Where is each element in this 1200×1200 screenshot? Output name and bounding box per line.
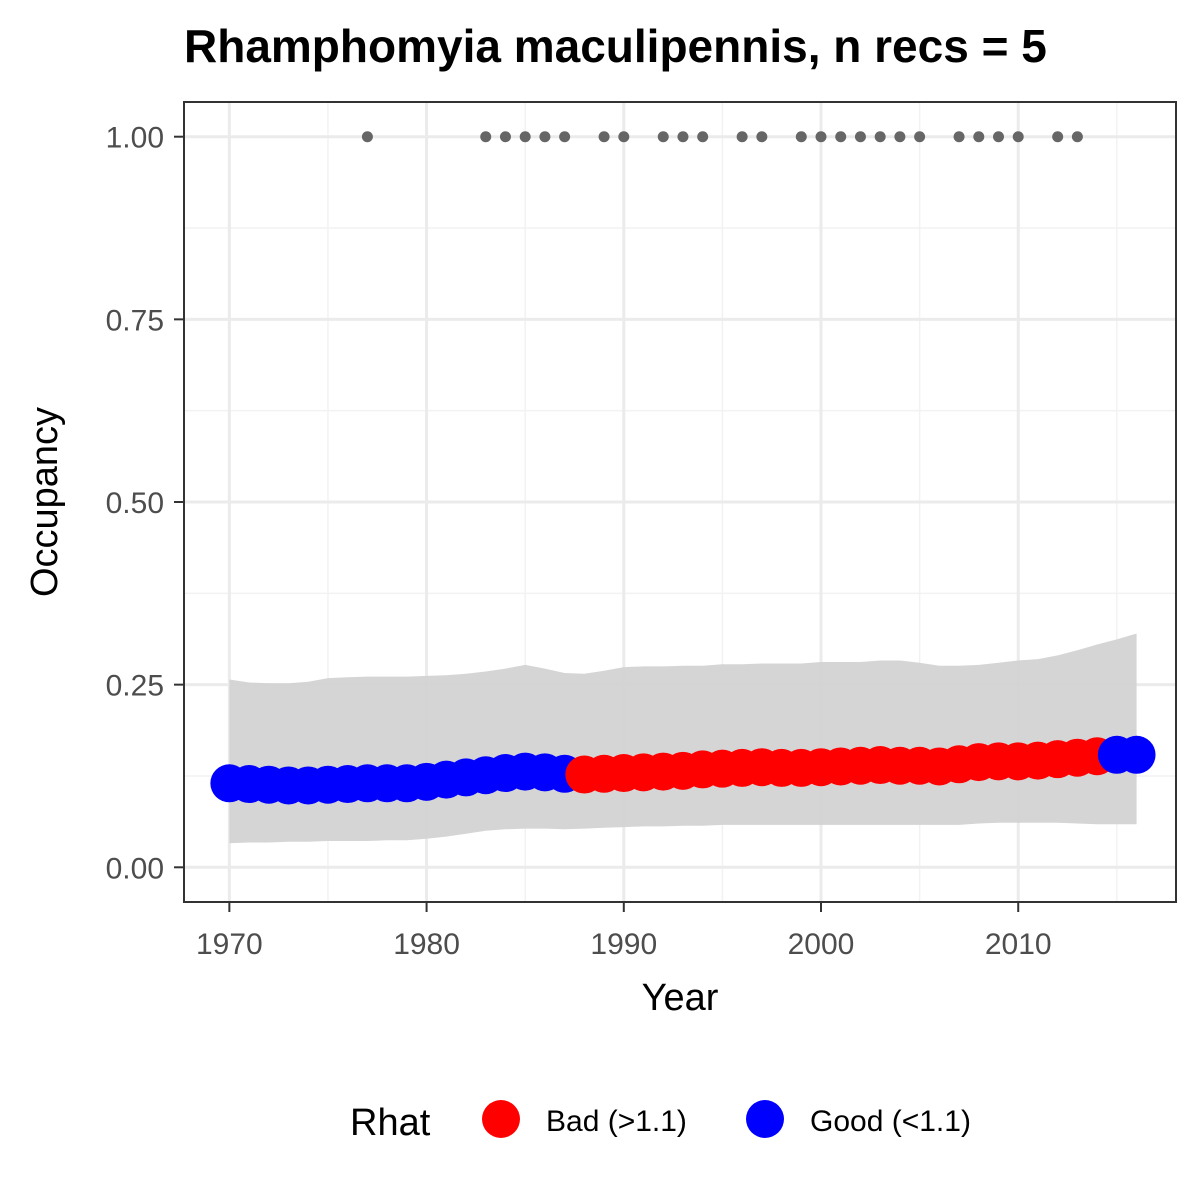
record-point <box>618 131 630 143</box>
record-point <box>519 131 531 143</box>
legend-label-good: Good (<1.1) <box>810 1105 971 1138</box>
record-point <box>480 131 492 143</box>
record-point <box>894 131 906 143</box>
x-tick-label: 1980 <box>393 928 460 961</box>
legend: Rhat Bad (>1.1) Good (<1.1) <box>350 1100 971 1144</box>
y-axis: 0.00 0.25 0.50 0.75 1.00 <box>106 122 184 885</box>
record-point <box>993 131 1005 143</box>
record-point <box>539 131 551 143</box>
occupancy-points <box>210 735 1156 805</box>
y-tick-label: 0.00 <box>106 852 164 885</box>
x-tick-label: 1990 <box>590 928 657 961</box>
record-point <box>559 131 571 143</box>
chart-title: Rhamphomyia maculipennis, n recs = 5 <box>184 20 1047 72</box>
y-tick-label: 0.25 <box>106 670 164 703</box>
record-point <box>854 131 866 143</box>
x-tick-label: 2010 <box>985 928 1052 961</box>
record-point <box>756 131 768 143</box>
record-points <box>361 131 1083 143</box>
x-axis: 1970 1980 1990 2000 2010 <box>196 902 1052 961</box>
record-point <box>874 131 886 143</box>
y-tick-label: 0.50 <box>106 487 164 520</box>
legend-key-good <box>746 1100 784 1138</box>
record-point <box>795 131 807 143</box>
y-tick-label: 1.00 <box>106 122 164 155</box>
record-point <box>953 131 965 143</box>
record-point <box>598 131 610 143</box>
record-point <box>973 131 985 143</box>
legend-label-bad: Bad (>1.1) <box>546 1105 687 1138</box>
y-axis-title: Occupancy <box>24 407 66 597</box>
record-point <box>815 131 827 143</box>
record-point <box>835 131 847 143</box>
record-point <box>1071 131 1083 143</box>
y-tick-label: 0.75 <box>106 304 164 337</box>
record-point <box>1052 131 1064 143</box>
record-point <box>657 131 669 143</box>
record-point <box>1012 131 1024 143</box>
record-point <box>361 131 373 143</box>
legend-key-bad <box>482 1100 520 1138</box>
record-point <box>697 131 709 143</box>
x-tick-label: 1970 <box>196 928 263 961</box>
legend-title: Rhat <box>350 1102 431 1144</box>
record-point <box>677 131 689 143</box>
record-point <box>736 131 748 143</box>
occupancy-point <box>1117 735 1156 774</box>
x-axis-title: Year <box>642 977 719 1019</box>
x-tick-label: 2000 <box>788 928 855 961</box>
record-point <box>499 131 511 143</box>
record-point <box>914 131 926 143</box>
